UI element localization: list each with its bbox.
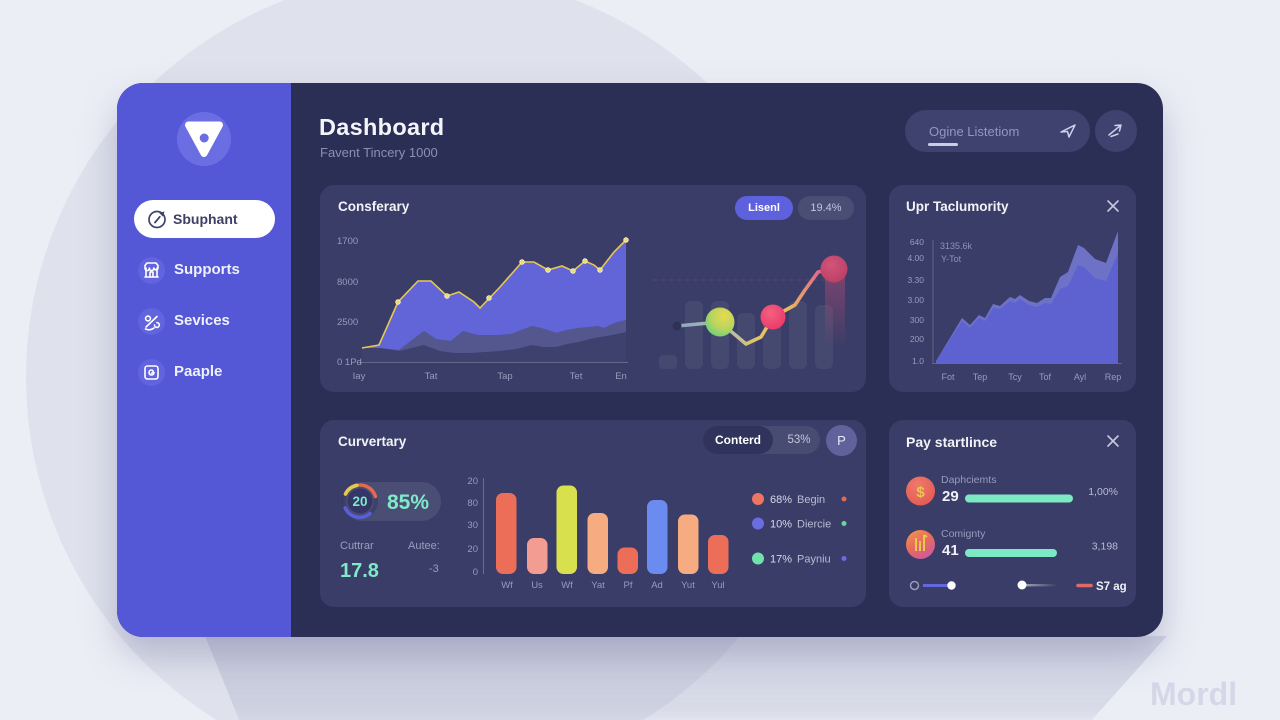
svg-text:Iay: Iay [353,371,366,382]
svg-text:85%: 85% [387,491,429,514]
svg-text:0 1Pd: 0 1Pd [337,357,362,368]
svg-text:20: 20 [467,476,478,487]
svg-text:Tat: Tat [425,371,438,382]
svg-text:Yut: Yut [681,580,695,591]
svg-text:1.0: 1.0 [912,356,924,366]
svg-text:Wf: Wf [501,580,513,591]
svg-text:Wf: Wf [561,580,573,591]
svg-text:Y-Tot: Y-Tot [941,254,962,264]
svg-text:Tcy: Tcy [1008,372,1022,382]
svg-text:300: 300 [910,315,924,325]
svg-text:2500: 2500 [337,317,358,328]
svg-text:17%: 17% [770,554,792,566]
svg-text:3,198: 3,198 [1092,541,1118,553]
svg-text:Tap: Tap [497,371,512,382]
svg-text:20: 20 [352,494,367,509]
svg-text:10%: 10% [770,519,792,531]
svg-text:4.00: 4.00 [907,253,924,263]
svg-text:29: 29 [942,488,959,505]
svg-text:Us: Us [531,580,543,591]
svg-text:Daphciemts: Daphciemts [941,474,996,486]
svg-text:Diercie: Diercie [797,519,831,531]
svg-text:Yul: Yul [711,580,724,591]
svg-text:0: 0 [473,567,478,578]
svg-text:Ayl: Ayl [1074,372,1086,382]
svg-text:Comignty: Comignty [941,528,986,540]
svg-text:Pf: Pf [624,580,633,591]
svg-text:3.00: 3.00 [907,295,924,305]
svg-text:Fot: Fot [941,372,955,382]
svg-text:1700: 1700 [337,236,358,247]
svg-text:200: 200 [910,334,924,344]
svg-text:Payniu: Payniu [797,554,831,566]
svg-text:Yat: Yat [591,580,605,591]
svg-text:1,00%: 1,00% [1088,486,1118,498]
svg-text:8000: 8000 [337,277,358,288]
svg-text:640: 640 [910,237,924,247]
svg-text:20: 20 [467,544,478,555]
svg-text:Rep: Rep [1105,372,1122,382]
svg-text:$: $ [916,484,925,501]
svg-text:3.30: 3.30 [907,275,924,285]
svg-text:3135.6k: 3135.6k [940,241,973,251]
svg-text:Begin: Begin [797,494,825,506]
svg-text:30: 30 [467,520,478,531]
svg-text:41: 41 [942,542,959,559]
svg-text:80: 80 [467,498,478,509]
svg-text:68%: 68% [770,494,792,506]
svg-text:S7 ag: S7 ag [1096,581,1127,593]
svg-text:Ad: Ad [651,580,663,591]
svg-text:Tet: Tet [570,371,583,382]
svg-text:Tep: Tep [973,372,988,382]
svg-text:Tof: Tof [1039,372,1052,382]
svg-text:En: En [615,371,627,382]
